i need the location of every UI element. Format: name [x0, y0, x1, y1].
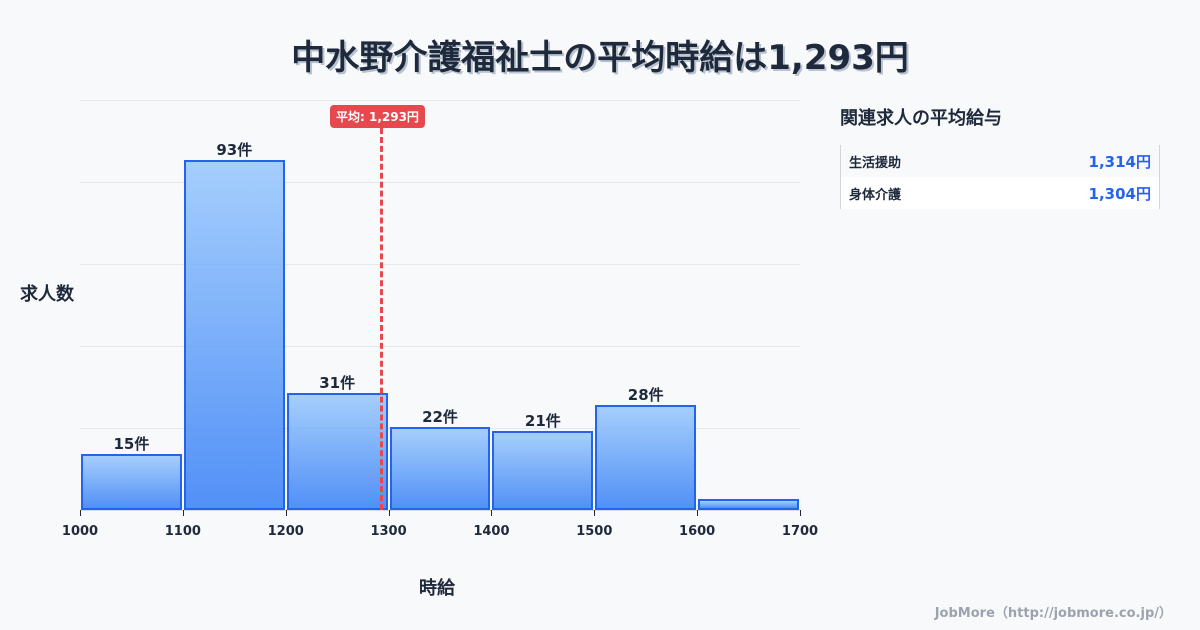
related-jobs-title: 関連求人の平均給与 [840, 108, 1002, 129]
histogram-bar [492, 431, 594, 510]
x-tick [800, 510, 801, 516]
y-axis-label: 求人数 [20, 284, 74, 305]
x-tick [388, 510, 390, 516]
bar-value-label: 93件 [216, 141, 253, 160]
histogram-bar [286, 393, 388, 510]
x-tick [182, 510, 184, 516]
x-tick [491, 510, 493, 516]
bar-value-label: 28件 [627, 385, 664, 404]
histogram-bar [183, 160, 285, 510]
x-tick [697, 510, 699, 516]
histogram-bar [595, 404, 697, 510]
bar-value-label: 22件 [422, 408, 458, 427]
histogram-bar [389, 427, 491, 510]
bar-value-label: 31件 [319, 374, 356, 393]
histogram-bar [698, 498, 799, 510]
x-tick-label: 1300 [370, 524, 407, 539]
gridline [80, 100, 800, 101]
x-tick [594, 510, 596, 516]
bar-value-label: 21件 [524, 412, 561, 430]
x-axis-line [80, 510, 800, 511]
x-axis-label: 時給 [419, 578, 455, 599]
related-job-value: 1,304円 [1088, 184, 1151, 203]
gridline [80, 264, 800, 265]
mean-line [380, 128, 384, 510]
x-tick-label: 1000 [61, 524, 99, 539]
gridline [80, 346, 800, 347]
x-tick-label: 1400 [473, 524, 510, 539]
related-job-row: 生活援助 1,314円 [841, 145, 1159, 177]
x-tick-label: 1600 [679, 524, 716, 539]
related-job-name: 身体介護 [849, 187, 902, 203]
x-tick-label: 1700 [781, 524, 819, 539]
x-tick-label: 1500 [576, 524, 613, 539]
related-job-value: 1,314円 [1088, 152, 1151, 171]
plot-area: 15件 93件 31件 22件 21件 28件 [80, 100, 801, 516]
chart-title: 中水野介護福祉士の平均時給は1,293円 [291, 38, 909, 78]
related-job-row: 身体介護 1,304円 [841, 177, 1159, 209]
bar-value-label: 15件 [113, 434, 150, 453]
related-jobs-table: 生活援助 1,314円 身体介護 1,304円 [840, 145, 1160, 209]
gridline [80, 182, 800, 183]
x-tick [80, 510, 81, 516]
related-job-name: 生活援助 [849, 155, 902, 171]
mean-badge: 平均: 1,293円 [330, 105, 425, 128]
footer-credit: JobMore（http://jobmore.co.jp/） [934, 606, 1172, 621]
x-tick-label: 1100 [164, 524, 201, 539]
x-tick-label: 1200 [267, 524, 304, 539]
histogram-bar [81, 453, 182, 510]
x-tick [285, 510, 287, 516]
